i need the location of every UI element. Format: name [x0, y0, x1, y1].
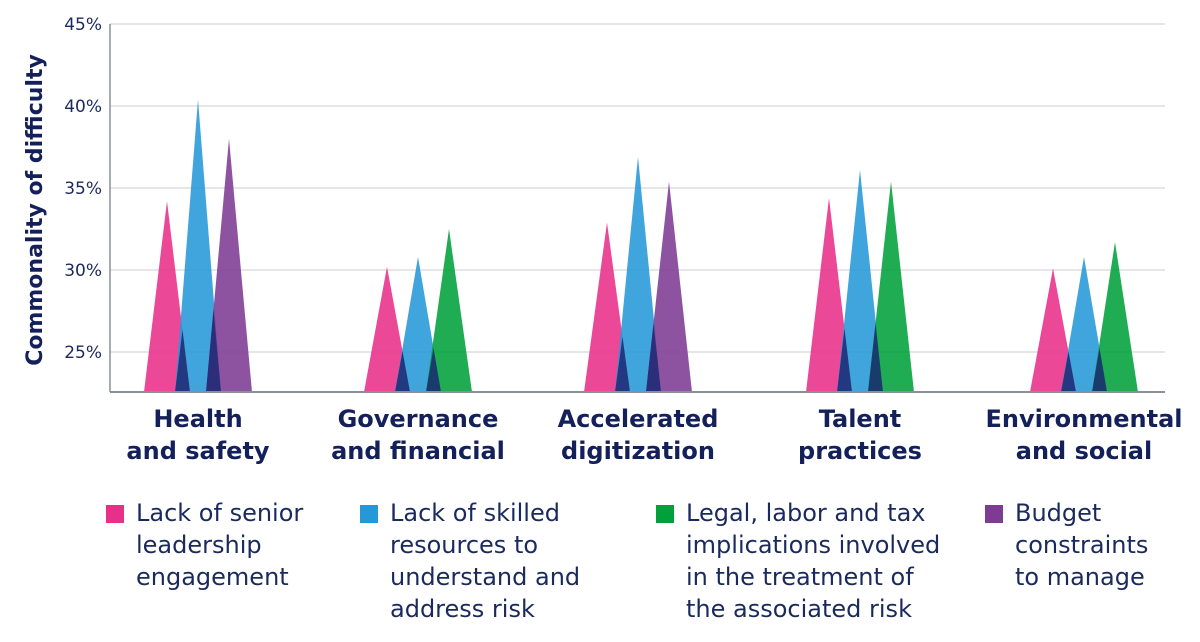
category-label: digitization	[561, 437, 715, 465]
bar-senior-leadership	[1030, 268, 1076, 392]
legend-swatch	[360, 505, 378, 523]
bar-budget-constraints	[646, 181, 692, 392]
category-label: and safety	[126, 437, 269, 465]
legend-label-line: address risk	[390, 595, 535, 623]
legend-swatch	[106, 505, 124, 523]
legend-label-line: resources to	[390, 531, 539, 559]
category-label: Environmental	[985, 405, 1182, 433]
bar-skilled-resources	[1061, 256, 1107, 392]
legend-item-senior-leadership: Lack of senior leadership engagement	[106, 497, 303, 593]
bar-overlap	[1092, 347, 1107, 392]
bar-overlap	[175, 329, 190, 392]
legend-item-budget-constraints: Budget constraints to manage	[985, 497, 1148, 593]
legend-label-line: engagement	[136, 563, 289, 591]
bar-legal-labor-tax	[1092, 242, 1138, 392]
bar-overlap	[206, 309, 221, 392]
category-label: and social	[1016, 437, 1152, 465]
legend-label-line: implications involved	[686, 531, 941, 559]
category-labels: Health and safety Governance and financial A…	[126, 405, 1182, 465]
bar-legal-labor-tax	[426, 229, 472, 392]
legend-item-legal-labor-tax: Legal, labor and tax implications involve…	[656, 497, 940, 625]
bar-budget-constraints	[206, 138, 252, 392]
category-label: Governance	[338, 405, 499, 433]
y-tick-labels: 45% 40% 35% 30% 25%	[64, 15, 102, 363]
y-axis-label: Commonality of difficulty	[23, 54, 48, 366]
legend-label-line: Budget	[1015, 499, 1102, 527]
bar-overlap	[646, 323, 661, 392]
y-tick-label: 45%	[64, 15, 102, 35]
legend-label: Legal, labor and tax implications involve…	[686, 497, 940, 625]
bar-senior-leadership	[806, 197, 852, 392]
legend-label: Lack of skilled resources to understand an…	[390, 497, 580, 625]
legend-label-line: understand and	[390, 563, 581, 591]
bar-overlap	[426, 347, 441, 392]
category-label: and financial	[331, 437, 505, 465]
legend-label-line: to manage	[1015, 563, 1145, 591]
y-tick-label: 40%	[64, 97, 102, 117]
legend-label-line: in the treatment of	[686, 563, 914, 591]
bar-skilled-resources	[175, 99, 221, 392]
bar-skilled-resources	[615, 156, 661, 392]
category-label: practices	[798, 437, 922, 465]
y-tick-label: 25%	[64, 343, 102, 363]
legend-label: Lack of senior leadership engagement	[136, 497, 303, 593]
legend-label-line: Lack of skilled	[390, 499, 560, 527]
legend-swatch	[985, 505, 1003, 523]
bar-overlap	[837, 328, 852, 392]
legend-label-line: Lack of senior	[136, 499, 304, 527]
bar-senior-leadership	[584, 222, 630, 392]
bar-senior-leadership	[144, 201, 190, 392]
bar-legal-labor-tax	[868, 181, 914, 392]
bar-senior-leadership	[364, 266, 410, 392]
bar-overlap	[395, 351, 410, 392]
category-label: Accelerated	[558, 405, 719, 433]
legend-swatch	[656, 505, 674, 523]
bar-skilled-resources	[837, 169, 883, 392]
bars	[144, 99, 1138, 392]
bar-overlap	[1061, 351, 1076, 392]
legend-label: Budget constraints to manage	[1015, 497, 1148, 593]
legend-item-skilled-resources: Lack of skilled resources to understand an…	[360, 497, 580, 625]
legend-label-line: the associated risk	[686, 595, 912, 623]
legend: Lack of senior leadership engagement Lack o…	[0, 497, 1200, 637]
category-label: Talent	[819, 405, 902, 433]
y-tick-label: 30%	[64, 261, 102, 281]
y-tick-label: 35%	[64, 179, 102, 199]
bar-overlap	[868, 323, 883, 392]
legend-label-line: Legal, labor and tax	[686, 499, 926, 527]
category-label: Health	[153, 405, 242, 433]
legend-label-line: leadership	[136, 531, 262, 559]
bar-overlap	[615, 336, 630, 392]
legend-label-line: constraints	[1015, 531, 1149, 559]
bar-skilled-resources	[395, 256, 441, 392]
